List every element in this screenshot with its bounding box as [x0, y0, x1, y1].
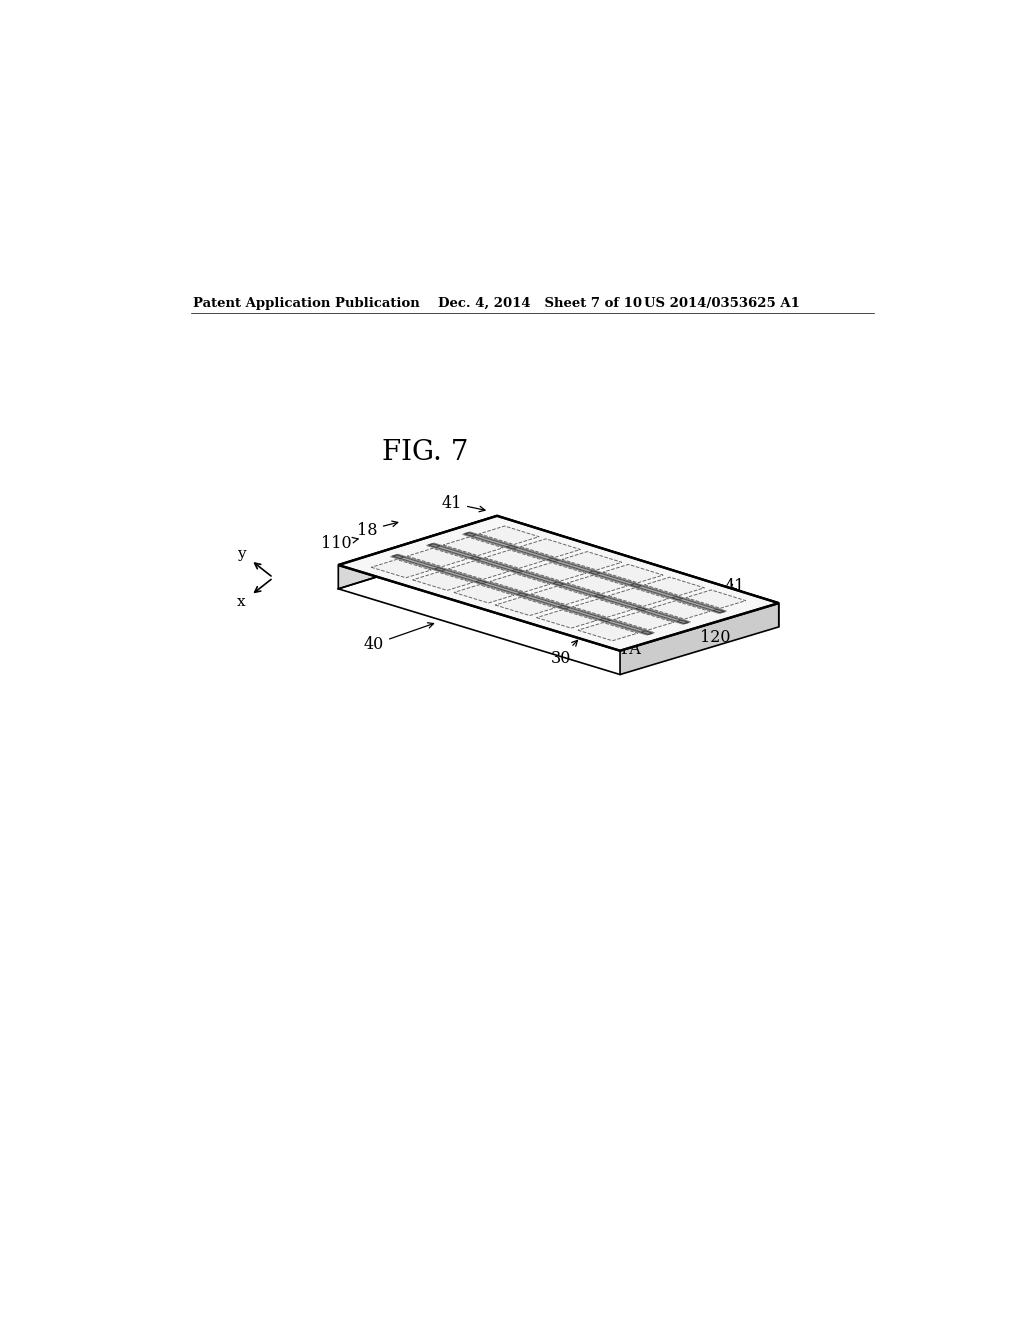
Polygon shape: [338, 516, 497, 589]
Polygon shape: [463, 532, 726, 614]
Text: 41: 41: [724, 578, 744, 595]
Polygon shape: [620, 603, 778, 675]
Polygon shape: [553, 582, 564, 585]
Polygon shape: [512, 569, 522, 573]
Polygon shape: [672, 597, 683, 599]
Polygon shape: [434, 568, 445, 572]
Polygon shape: [393, 556, 404, 558]
Polygon shape: [594, 595, 605, 598]
Polygon shape: [644, 577, 705, 595]
Polygon shape: [449, 561, 509, 579]
Polygon shape: [537, 610, 596, 628]
Polygon shape: [677, 620, 688, 623]
Polygon shape: [413, 572, 472, 590]
Text: y: y: [238, 546, 246, 561]
Polygon shape: [572, 599, 633, 618]
Text: 110: 110: [322, 535, 358, 552]
Polygon shape: [608, 589, 669, 606]
Text: 18: 18: [357, 521, 397, 539]
Polygon shape: [429, 544, 440, 548]
Text: PA: PA: [596, 630, 641, 657]
Text: 120: 120: [687, 616, 730, 645]
Polygon shape: [558, 606, 569, 609]
Polygon shape: [507, 545, 517, 549]
Text: 41: 41: [441, 495, 485, 512]
Polygon shape: [603, 565, 664, 582]
Polygon shape: [614, 611, 674, 630]
Polygon shape: [578, 623, 638, 640]
Polygon shape: [454, 585, 514, 603]
Polygon shape: [686, 590, 745, 609]
Polygon shape: [641, 631, 652, 634]
Text: 40: 40: [364, 623, 433, 653]
Polygon shape: [484, 550, 545, 569]
Polygon shape: [497, 516, 778, 627]
Polygon shape: [548, 558, 559, 561]
Text: US 2014/0353625 A1: US 2014/0353625 A1: [644, 297, 800, 310]
Text: x: x: [238, 594, 246, 609]
Polygon shape: [428, 544, 689, 623]
Text: 30: 30: [550, 640, 578, 667]
Polygon shape: [567, 576, 627, 594]
Polygon shape: [479, 527, 540, 545]
Polygon shape: [520, 539, 581, 557]
Polygon shape: [408, 548, 467, 566]
Polygon shape: [338, 516, 778, 651]
Polygon shape: [476, 581, 486, 583]
Text: Patent Application Publication: Patent Application Publication: [194, 297, 420, 310]
Text: Dec. 4, 2014   Sheet 7 of 10: Dec. 4, 2014 Sheet 7 of 10: [437, 297, 641, 310]
Polygon shape: [531, 586, 591, 605]
Polygon shape: [372, 560, 431, 578]
Polygon shape: [464, 532, 725, 612]
Polygon shape: [443, 537, 503, 556]
Polygon shape: [526, 562, 586, 581]
Polygon shape: [496, 598, 555, 615]
Polygon shape: [650, 601, 710, 619]
Polygon shape: [600, 618, 610, 622]
Polygon shape: [489, 574, 550, 591]
Polygon shape: [427, 543, 690, 624]
Text: FIG. 7: FIG. 7: [382, 438, 469, 466]
Polygon shape: [589, 572, 600, 574]
Polygon shape: [470, 557, 481, 560]
Polygon shape: [517, 593, 528, 597]
Polygon shape: [562, 552, 622, 570]
Polygon shape: [631, 583, 641, 587]
Polygon shape: [713, 610, 724, 612]
Polygon shape: [465, 533, 476, 536]
Polygon shape: [392, 554, 653, 635]
Polygon shape: [390, 554, 654, 635]
Polygon shape: [636, 607, 646, 611]
